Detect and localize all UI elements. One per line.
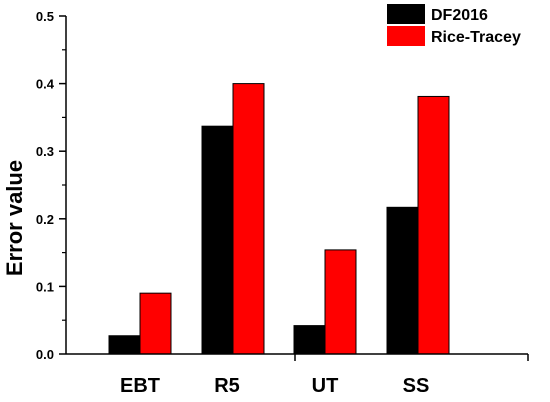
legend: DF2016 Rice-Tracey — [387, 4, 521, 46]
y-tick-label: 0.2 — [36, 212, 54, 227]
bar-r5-rice-tracey — [232, 83, 265, 355]
legend-swatch — [387, 26, 425, 46]
y-axis-title: Error value — [2, 160, 27, 276]
legend-swatch — [387, 4, 425, 24]
bar-ss-rice-tracey — [417, 95, 450, 355]
bar-ebt-df2016 — [108, 335, 141, 355]
y-tick-label: 0.0 — [36, 347, 54, 362]
y-axis-ticks: 0.0 0.1 0.2 0.3 0.4 0.5 — [36, 9, 66, 362]
y-tick-label: 0.5 — [36, 9, 54, 24]
legend-label: Rice-Tracey — [431, 29, 521, 46]
x-axis-labels: EBT R5 UT SS — [120, 354, 529, 397]
x-tick-label: SS — [403, 375, 430, 397]
y-tick-label: 0.3 — [36, 144, 54, 159]
bar-r5-df2016 — [201, 125, 234, 355]
y-tick-label: 0.4 — [36, 77, 55, 92]
x-tick-label: R5 — [214, 375, 240, 397]
bar-ut-rice-tracey — [324, 249, 357, 355]
x-tick-label: EBT — [120, 375, 160, 397]
y-tick-label: 0.1 — [36, 279, 54, 294]
legend-label: DF2016 — [431, 7, 488, 24]
bar-ss-df2016 — [386, 206, 419, 355]
plot-area — [108, 83, 450, 355]
x-tick-label: UT — [312, 375, 339, 397]
bar-ebt-rice-tracey — [139, 292, 172, 355]
bar-ut-df2016 — [293, 325, 326, 355]
